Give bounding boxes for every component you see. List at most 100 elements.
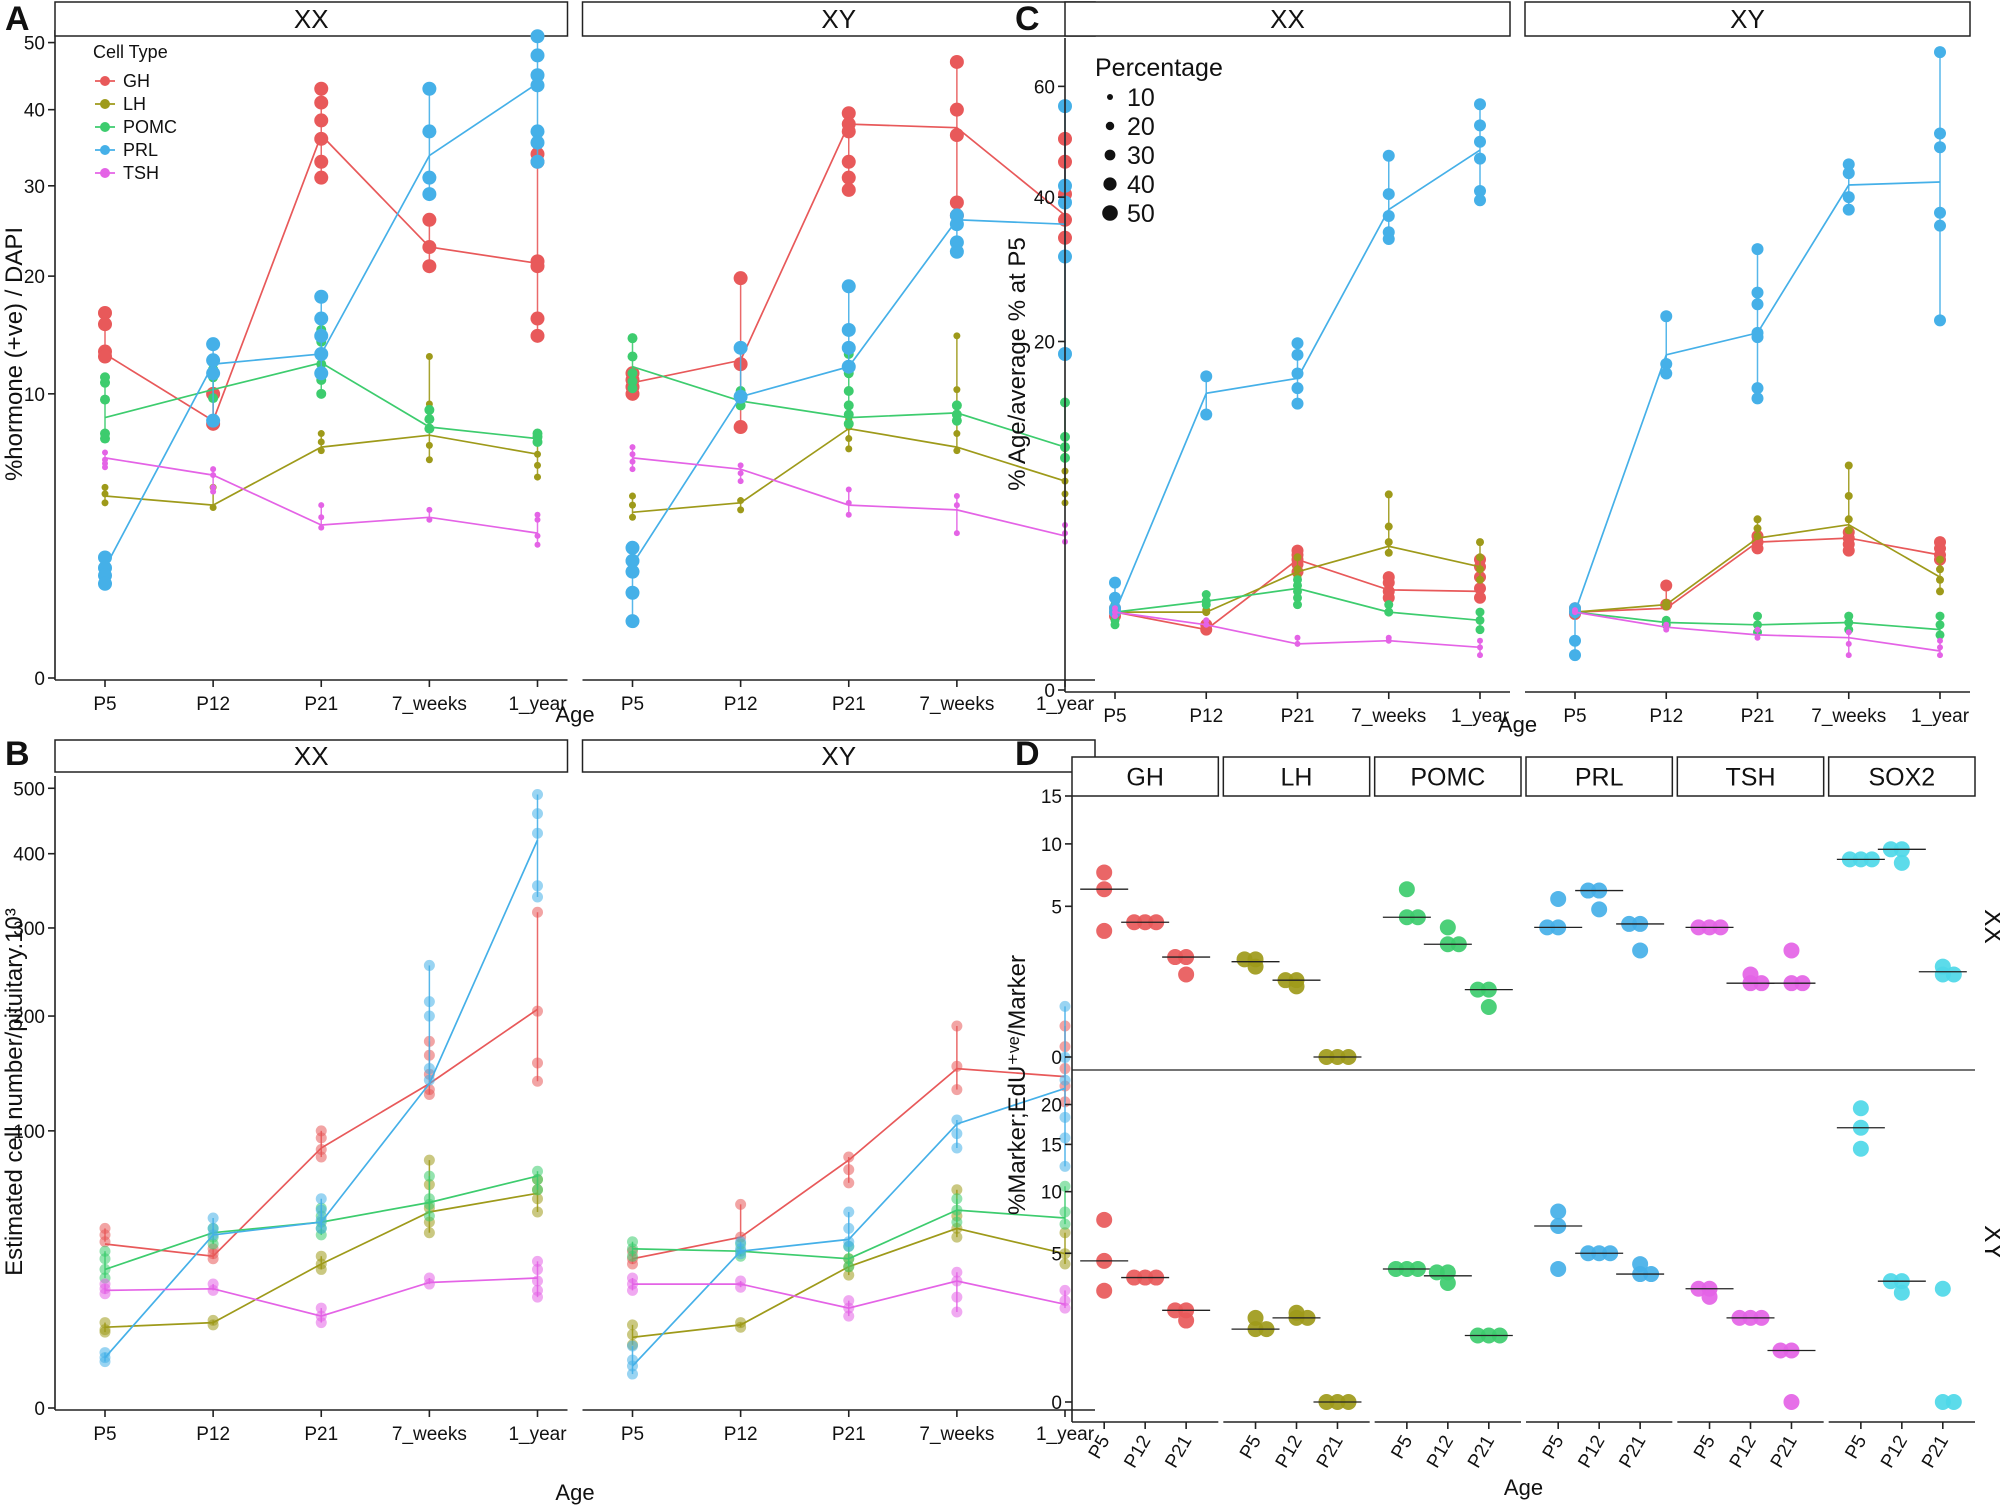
data-point-tsh	[210, 466, 217, 473]
data-point-prl	[949, 244, 964, 259]
data-point-sox2	[1934, 1280, 1951, 1297]
data-point-pomc	[423, 1170, 435, 1182]
data-point-prl	[1632, 942, 1649, 959]
data-point-tsh	[210, 484, 217, 491]
x-tick-label: 1_year	[508, 694, 567, 715]
data-point-lh	[1293, 565, 1302, 574]
data-point-prl	[1842, 191, 1855, 204]
data-point-lh	[1288, 978, 1305, 995]
data-point-pomc	[423, 1210, 435, 1222]
data-point-tsh	[534, 532, 541, 539]
data-point-lh	[1059, 1227, 1071, 1239]
legend-size-dot	[1107, 94, 1113, 100]
data-point-tsh	[210, 472, 217, 479]
data-point-prl	[532, 827, 543, 839]
data-point-prl	[1550, 890, 1567, 907]
data-point-prl	[1751, 298, 1764, 311]
data-point-prl	[1569, 649, 1581, 662]
data-point-prl	[841, 340, 856, 355]
data-point-tsh	[953, 493, 960, 500]
data-point-prl	[423, 1074, 435, 1086]
data-point-gh	[733, 271, 748, 286]
data-point-tsh	[1572, 609, 1578, 616]
data-point-gh	[1660, 579, 1673, 592]
data-point-gh	[843, 1151, 855, 1163]
facet-strip-label: XX	[294, 4, 329, 34]
x-tick-label: P21	[1741, 706, 1775, 727]
data-point-lh	[1936, 575, 1944, 584]
facet-strip-label: LH	[1281, 764, 1313, 792]
x-tick-label: P5	[1539, 1432, 1569, 1463]
data-point-tsh	[1845, 640, 1852, 647]
data-point-gh	[1200, 623, 1213, 636]
data-point-prl	[315, 1214, 327, 1226]
data-point-pomc	[99, 1263, 111, 1275]
data-point-prl	[1842, 167, 1855, 180]
data-point-lh	[317, 447, 325, 455]
data-point-gh	[1751, 542, 1764, 555]
data-point-lh	[315, 1263, 327, 1275]
data-point-gh	[1178, 966, 1195, 983]
x-tick-label: 1_year	[1911, 706, 1970, 727]
data-point-gh	[1382, 591, 1395, 604]
data-point-gh	[1178, 1312, 1195, 1329]
data-point-lh	[315, 1250, 327, 1262]
legend-size-dot	[1104, 149, 1116, 161]
data-point-lh	[953, 447, 961, 455]
x-tick-label: P21	[1918, 1432, 1953, 1472]
data-point-prl	[625, 564, 640, 579]
data-point-tsh	[629, 451, 636, 458]
data-point-lh	[1936, 565, 1944, 574]
data-point-lh	[101, 499, 109, 507]
data-point-sox2	[1934, 966, 1951, 983]
x-tick-label: 1_year	[508, 1424, 567, 1445]
facet-strip-label: XY	[821, 741, 856, 771]
x-tick-label: 1_year	[1036, 1424, 1095, 1445]
data-point-pomc	[100, 377, 110, 388]
data-point-lh	[534, 473, 541, 481]
data-point-prl	[1474, 119, 1486, 132]
x-tick-label: P12	[196, 694, 230, 715]
facet-strip	[1524, 1, 1971, 37]
data-point-prl	[314, 289, 329, 304]
data-point-pomc	[1201, 600, 1211, 610]
data-point-pomc	[316, 388, 327, 399]
y-tick-label: 60	[1034, 77, 1055, 98]
data-point-prl	[206, 413, 221, 428]
data-point-lh	[1384, 538, 1393, 547]
data-point-lh	[1293, 553, 1302, 562]
data-point-prl	[1200, 408, 1213, 421]
data-point-pomc	[1293, 586, 1302, 596]
facet-strip-label: GH	[1126, 764, 1164, 792]
panel-d: D %Marker;EdU⁺ᵛᵉ/Marker Age 0 5 10 15 XX 0 5 10 15 2…	[1004, 735, 2000, 1500]
data-point-prl	[422, 170, 437, 185]
x-tick-label: P12	[1272, 1432, 1307, 1472]
data-point-pomc	[1935, 620, 1945, 630]
data-point-gh	[843, 1164, 855, 1176]
data-point-prl	[532, 891, 543, 903]
y-tick-label: 100	[13, 1122, 45, 1143]
facet-strip	[1373, 756, 1522, 797]
data-point-prl	[1660, 310, 1673, 323]
data-point-gh	[841, 154, 856, 169]
data-point-prl	[1842, 203, 1855, 216]
x-tick-label: P12	[1189, 706, 1223, 727]
data-point-prl	[1934, 314, 1946, 327]
data-point-pomc	[424, 423, 435, 434]
data-point-pomc	[1384, 607, 1394, 617]
facet-strip-label: XY	[1730, 4, 1765, 34]
data-point-lh	[423, 1227, 435, 1239]
data-point-tsh	[1937, 637, 1943, 644]
data-point-gh	[1474, 582, 1486, 595]
data-point-prl	[1474, 152, 1486, 165]
facet-strip	[54, 1, 569, 37]
data-point-lh	[209, 503, 217, 511]
data-point-tsh	[1937, 652, 1943, 659]
data-point-tsh	[629, 466, 636, 473]
y-tick-label: 20	[1041, 1096, 1062, 1117]
data-point-tsh	[1477, 637, 1483, 644]
data-point-tsh	[951, 1275, 963, 1287]
data-point-gh	[530, 259, 545, 274]
data-point-prl	[841, 279, 856, 294]
x-tick-label: P5	[621, 1424, 644, 1445]
